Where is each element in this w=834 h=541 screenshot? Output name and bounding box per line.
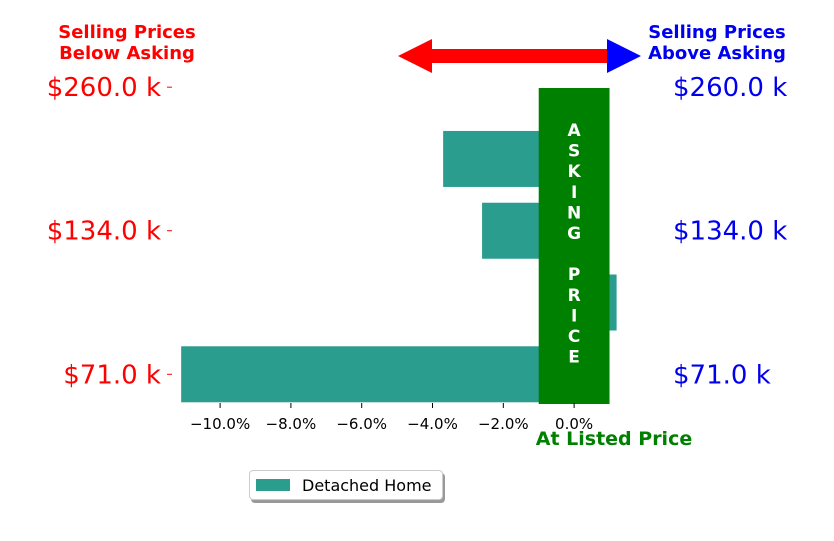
arrow-left-head [398, 39, 432, 73]
left-price-labels: $71.0 k $134.0 k $260.0 k [47, 73, 172, 390]
band-letter: R [568, 286, 581, 306]
left-price-label: $260.0 k [47, 73, 161, 103]
legend-swatch [256, 479, 290, 491]
x-tick-label: −8.0% [266, 415, 317, 433]
right-price-labels: $71.0 k $134.0 k $260.0 k [673, 73, 787, 390]
band-letter: S [568, 142, 580, 162]
asking-band-rect [538, 88, 610, 404]
band-letter: E [568, 348, 580, 368]
arrow-right-head [607, 39, 641, 73]
x-tick-label: −6.0% [336, 415, 387, 433]
annotations: Selling Prices Below Asking Selling Prices… [58, 22, 786, 450]
legend: Detached Home [249, 470, 443, 500]
band-letter: K [568, 162, 582, 182]
legend-label: Detached Home [302, 475, 432, 495]
band-letter: C [568, 327, 580, 347]
band-letter: I [571, 306, 577, 326]
left-price-label: $134.0 k [47, 217, 161, 247]
left-price-label: $71.0 k [63, 360, 161, 390]
x-tick-label: −10.0% [190, 415, 250, 433]
above-asking-label: Selling Prices Above Asking [648, 22, 786, 64]
x-tick-label: −2.0% [478, 415, 529, 433]
below-asking-label: Selling Prices Below Asking [58, 22, 195, 64]
bar-0 [181, 346, 575, 403]
band-letter: I [571, 183, 577, 203]
x-tick-label: −4.0% [407, 415, 458, 433]
x-axis: −10.0% −8.0% −6.0% −4.0% −2.0% 0.0% [190, 403, 593, 433]
at-listed-price-label: At Listed Price [536, 428, 692, 450]
band-letter: G [567, 224, 581, 244]
right-price-label: $71.0 k [673, 360, 771, 390]
right-price-label: $260.0 k [673, 73, 787, 103]
band-letter: A [568, 121, 582, 141]
arrow-shaft [430, 49, 610, 63]
band-letter: N [567, 203, 581, 223]
band-letter: P [568, 265, 580, 285]
x-tick-label: 0.0% [555, 415, 593, 433]
right-price-label: $134.0 k [673, 217, 787, 247]
